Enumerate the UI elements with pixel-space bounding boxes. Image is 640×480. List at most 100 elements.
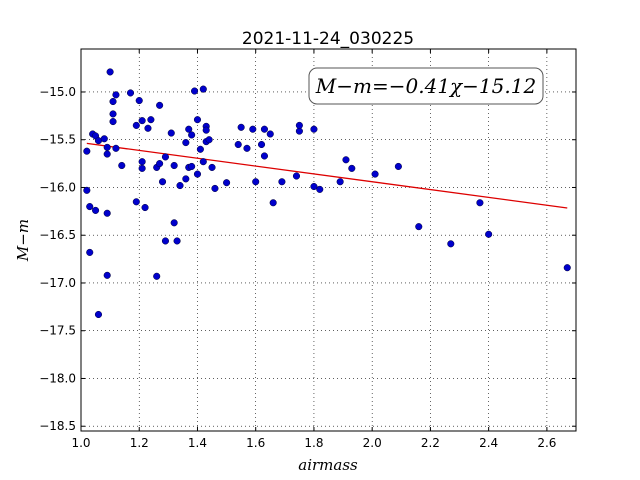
scatter-point (563, 264, 571, 272)
scatter-point (371, 170, 379, 178)
scatter-point (193, 170, 202, 178)
x-tick-label: 2.0 (363, 436, 382, 450)
scatter-point (138, 164, 146, 172)
fit-annotation-box (308, 67, 544, 105)
fit-annotation-text: M−m=−0.41χ−15.12 (315, 74, 536, 98)
scatter-point (336, 178, 344, 186)
scatter-point (208, 163, 216, 171)
scatter-point (83, 147, 91, 155)
y-tick-label: −16.5 (39, 228, 76, 242)
scatter-point (292, 172, 301, 180)
y-tick-label: −17.5 (39, 324, 76, 338)
scatter-point (188, 162, 196, 171)
x-tick-label: 1.6 (246, 436, 265, 450)
scatter-point (278, 178, 286, 186)
scatter-point (257, 140, 266, 149)
scatter-points (83, 68, 571, 319)
scatter-point (342, 156, 350, 164)
scatter-point (223, 179, 231, 187)
scatter-point (112, 91, 120, 99)
scatter-point (103, 143, 111, 151)
scatter-point (310, 125, 318, 133)
scatter-point (147, 116, 155, 124)
x-tick-label: 1.8 (304, 436, 323, 450)
x-tick-label: 2.2 (421, 436, 440, 450)
y-tick-label: −18.5 (39, 419, 76, 433)
scatter-point (103, 271, 111, 279)
scatter-point (153, 272, 161, 280)
scatter-point (196, 145, 204, 153)
scatter-point (173, 237, 181, 245)
scatter-point (269, 199, 277, 207)
scatter-point (199, 85, 207, 93)
scatter-point (199, 158, 207, 166)
scatter-point (141, 203, 149, 212)
x-axis-label: airmass (298, 456, 358, 474)
scatter-point (316, 185, 324, 193)
scatter-point (191, 87, 199, 95)
scatter-point (132, 121, 140, 129)
x-tick-label: 2.6 (537, 436, 556, 450)
scatter-point (132, 198, 140, 206)
scatter-point (83, 186, 91, 194)
y-tick-label: −18.0 (39, 371, 76, 385)
scatter-point (237, 123, 245, 131)
scatter-point (310, 182, 318, 191)
scatter-point (260, 125, 268, 133)
grid (80, 49, 576, 431)
scatter-point (161, 237, 169, 245)
plot-frame (80, 48, 577, 432)
fit-annotation: M−m=−0.41χ−15.12 (308, 67, 544, 105)
fit-line (86, 142, 568, 209)
x-tick-label: 2.4 (479, 436, 498, 450)
scatter-point (138, 117, 146, 125)
scatter-point (182, 175, 190, 183)
x-tick-label: 1.2 (130, 436, 149, 450)
scatter-point (249, 125, 257, 133)
scatter-point (103, 150, 111, 158)
scatter-point (188, 131, 196, 139)
scatter-point (109, 118, 117, 126)
scatter-point (193, 116, 202, 124)
scatter-point (394, 162, 402, 171)
scatter-point (447, 240, 455, 248)
y-tick-label: −15.0 (39, 85, 76, 99)
scatter-point (156, 160, 164, 168)
scatter-point (234, 140, 242, 149)
scatter-point (103, 209, 111, 217)
scatter-point (158, 178, 167, 186)
y-tick-label: −16.0 (39, 180, 76, 194)
scatter-point (106, 68, 114, 76)
scatter-point (138, 158, 146, 166)
scatter-point (243, 144, 251, 152)
scatter-point (161, 153, 169, 161)
scatter-point (182, 139, 190, 147)
scatter-point (170, 219, 178, 227)
y-tick-label: −15.5 (39, 133, 76, 147)
scatter-point (112, 144, 120, 152)
scatter-point (266, 130, 274, 138)
scatter-point (126, 89, 135, 97)
scatter-point (100, 135, 108, 143)
scatter-point (118, 161, 126, 170)
chart-title: 2021-11-24_030225 (242, 29, 414, 49)
scatter-point (485, 230, 493, 238)
scatter-point (94, 310, 103, 319)
scatter-point (135, 97, 143, 105)
y-tick-label: −17.0 (39, 276, 76, 290)
y-axis-label: M−m (14, 219, 32, 262)
scatter-point (252, 178, 260, 186)
scatter-point (202, 126, 210, 134)
scatter-point (109, 110, 117, 118)
scatter-point (211, 184, 219, 192)
scatter-point (205, 136, 213, 144)
x-tick-label: 1.0 (71, 436, 90, 450)
scatter-point (176, 182, 184, 190)
scatter-point (170, 161, 178, 170)
scatter-point (476, 199, 484, 207)
scatter-point (156, 101, 164, 109)
scatter-point (260, 152, 268, 160)
scatter-point (109, 97, 117, 106)
